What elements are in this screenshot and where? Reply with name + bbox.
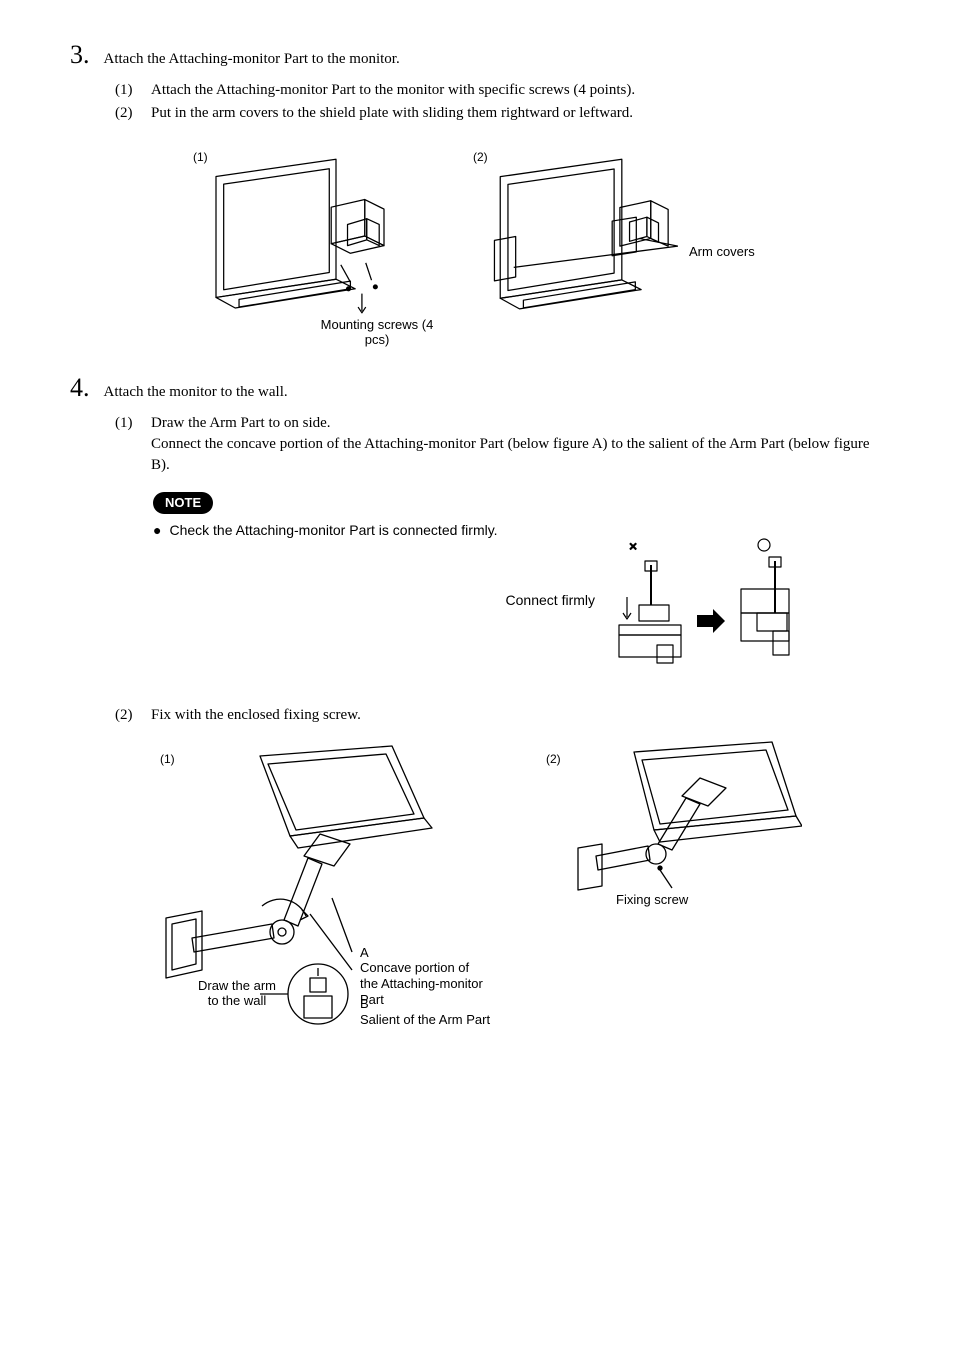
step-4-substep-1: (1) Draw the Arm Part to on side. Connec… <box>115 413 879 476</box>
fixing-screw-label: Fixing screw <box>616 892 688 907</box>
substep: (1) Draw the Arm Part to on side. Connec… <box>115 413 879 476</box>
step-4-header: 4. Attach the monitor to the wall. <box>70 373 879 403</box>
draw-arm-label: Draw the arm to the wall <box>192 978 282 1008</box>
substep: (2) Put in the arm covers to the shield … <box>115 103 879 124</box>
substep-num: (1) <box>115 413 141 476</box>
substep-line1: Draw the Arm Part to on side. <box>151 413 879 434</box>
step-3-number: 3. <box>70 40 90 70</box>
arm-covers-label: Arm covers <box>689 244 755 259</box>
figure-4-1: (1) <box>152 738 492 1048</box>
substep: (2) Fix with the enclosed fixing screw. <box>115 705 879 726</box>
substep-line2: Connect the concave portion of the Attac… <box>151 434 879 476</box>
fig-b-letter: B <box>360 996 369 1011</box>
bad-mark-icon: × <box>629 538 637 554</box>
connect-firmly-icon: × <box>609 535 839 665</box>
substep-text: Draw the Arm Part to on side. Connect th… <box>151 413 879 476</box>
connect-firmly-figure: Connect firmly × <box>75 535 839 665</box>
step-4-number: 4. <box>70 373 90 403</box>
figure-4-2: (2) Fixing screw <box>542 738 802 948</box>
fig-a-letter: A <box>360 945 369 960</box>
bullet-icon: ● <box>153 522 161 539</box>
substep: (1) Attach the Attaching-monitor Part to… <box>115 80 879 101</box>
monitor-armcovers-icon <box>467 140 767 333</box>
fig-a-text: Concave portion of the Attaching-monitor… <box>360 960 490 1009</box>
step-3-header: 3. Attach the Attaching-monitor Part to … <box>70 40 879 70</box>
connect-firmly-label: Connect firmly <box>506 592 595 608</box>
figure-3-1-label: (1) <box>193 150 208 164</box>
step-4-substep-2: (2) Fix with the enclosed fixing screw. <box>115 705 879 726</box>
fig-b-text: Salient of the Arm Part <box>360 1012 500 1027</box>
fixing-screw-icon <box>542 738 802 938</box>
step-3: 3. Attach the Attaching-monitor Part to … <box>75 40 879 347</box>
note-badge: NOTE <box>153 492 213 514</box>
step-3-substeps: (1) Attach the Attaching-monitor Part to… <box>115 80 879 124</box>
substep-text: Fix with the enclosed fixing screw. <box>151 705 879 726</box>
substep-text: Put in the arm covers to the shield plat… <box>151 103 879 124</box>
substep-text: Attach the Attaching-monitor Part to the… <box>151 80 879 101</box>
figure-3-2: (2) <box>467 140 767 347</box>
figure-3-1: (1) <box>187 140 437 347</box>
figure-3-2-label: (2) <box>473 150 488 164</box>
substep-num: (2) <box>115 705 141 726</box>
substep-num: (2) <box>115 103 141 124</box>
substep-num: (1) <box>115 80 141 101</box>
figure-3-1-caption: Mounting screws (4 pcs) <box>307 317 447 347</box>
monitor-mounting-icon <box>187 140 437 332</box>
figure-4-2-label: (2) <box>546 752 561 766</box>
step-4: 4. Attach the monitor to the wall. (1) D… <box>75 373 879 1048</box>
step4-figures: (1) <box>75 738 879 1048</box>
figure-4-1-label: (1) <box>160 752 175 766</box>
step3-figures: (1) <box>75 140 879 347</box>
step-3-title: Attach the Attaching-monitor Part to the… <box>104 51 400 68</box>
step-4-title: Attach the monitor to the wall. <box>104 384 288 401</box>
note-text: Check the Attaching-monitor Part is conn… <box>169 522 497 538</box>
